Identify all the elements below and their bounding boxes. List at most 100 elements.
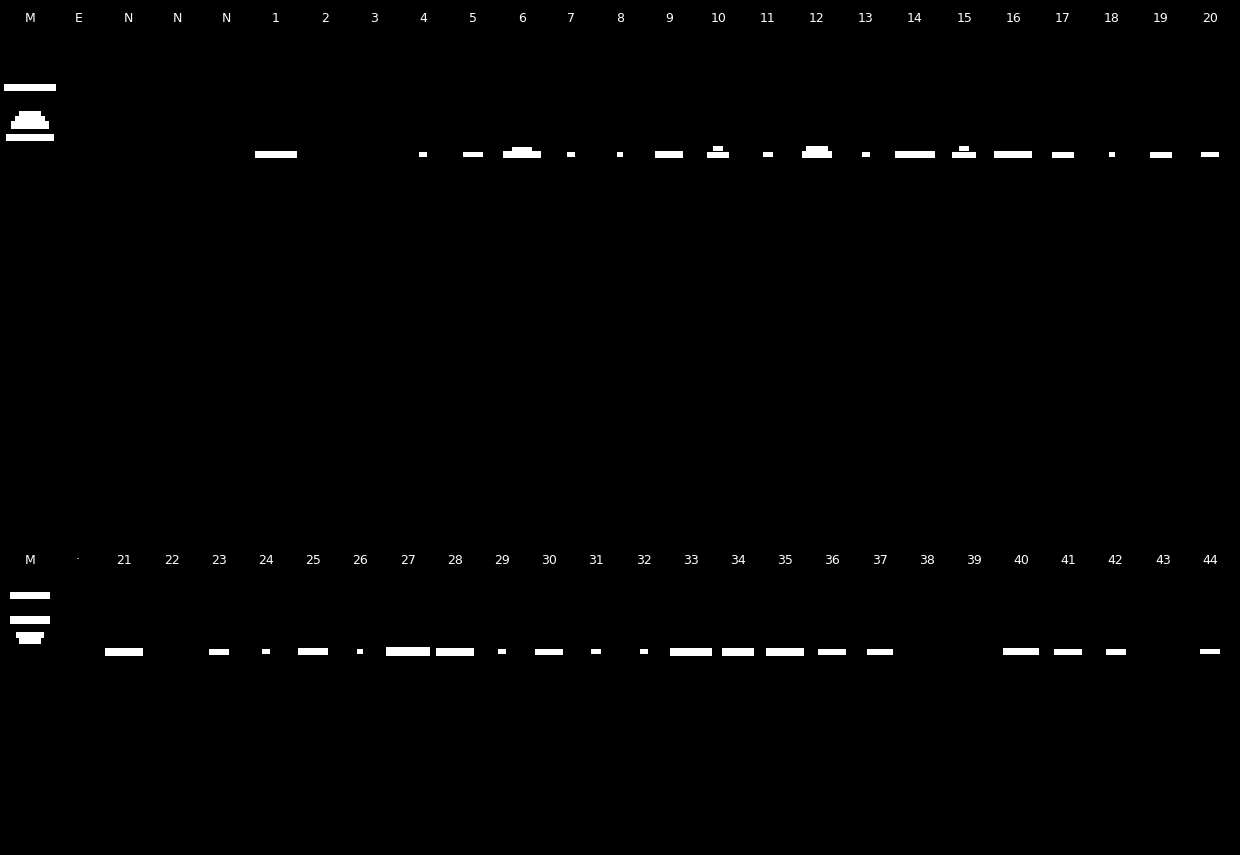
Text: M: M bbox=[25, 553, 36, 567]
Text: 26: 26 bbox=[352, 553, 368, 567]
Text: 44: 44 bbox=[1202, 553, 1218, 567]
Text: 7: 7 bbox=[567, 11, 575, 25]
Text: 27: 27 bbox=[399, 553, 415, 567]
Bar bbox=[1052, 152, 1074, 158]
Bar bbox=[1200, 650, 1220, 654]
Bar bbox=[1109, 152, 1115, 157]
Bar bbox=[763, 152, 773, 157]
Bar bbox=[994, 151, 1033, 158]
Bar bbox=[298, 648, 329, 656]
Text: 14: 14 bbox=[908, 11, 923, 25]
Bar bbox=[19, 638, 41, 644]
Bar bbox=[895, 151, 935, 158]
Bar bbox=[591, 650, 601, 654]
Text: 19: 19 bbox=[1153, 11, 1169, 25]
Text: 31: 31 bbox=[589, 553, 604, 567]
Text: 38: 38 bbox=[919, 553, 935, 567]
Text: 11: 11 bbox=[760, 11, 775, 25]
Text: 4: 4 bbox=[419, 11, 428, 25]
Bar bbox=[1054, 649, 1083, 655]
Text: N: N bbox=[124, 11, 133, 25]
Bar bbox=[1106, 649, 1126, 655]
Text: 10: 10 bbox=[711, 11, 727, 25]
Bar bbox=[862, 152, 869, 157]
Text: 23: 23 bbox=[211, 553, 227, 567]
Bar bbox=[16, 632, 43, 638]
Text: 25: 25 bbox=[305, 553, 321, 567]
Bar bbox=[806, 146, 827, 151]
Bar bbox=[802, 151, 832, 158]
Bar bbox=[618, 152, 622, 157]
Bar bbox=[6, 134, 55, 141]
Bar bbox=[11, 121, 50, 129]
Bar bbox=[262, 650, 270, 654]
Bar bbox=[655, 151, 683, 158]
Bar bbox=[419, 152, 428, 157]
Text: 41: 41 bbox=[1060, 553, 1076, 567]
Text: 16: 16 bbox=[1006, 11, 1022, 25]
Text: 3: 3 bbox=[371, 11, 378, 25]
Text: 35: 35 bbox=[777, 553, 794, 567]
Bar bbox=[722, 648, 754, 656]
Text: 24: 24 bbox=[258, 553, 274, 567]
Text: 33: 33 bbox=[683, 553, 698, 567]
Text: 29: 29 bbox=[494, 553, 510, 567]
Text: 37: 37 bbox=[872, 553, 888, 567]
Text: 36: 36 bbox=[825, 553, 841, 567]
Text: 2: 2 bbox=[321, 11, 329, 25]
Bar bbox=[766, 648, 805, 656]
Bar bbox=[208, 649, 229, 655]
Bar bbox=[105, 648, 144, 656]
Bar bbox=[435, 648, 474, 656]
Bar bbox=[10, 616, 50, 624]
Bar bbox=[15, 116, 45, 121]
Bar bbox=[713, 146, 723, 151]
Text: 1: 1 bbox=[272, 11, 280, 25]
Text: 13: 13 bbox=[858, 11, 874, 25]
Text: 30: 30 bbox=[542, 553, 557, 567]
Bar bbox=[19, 111, 41, 116]
Bar bbox=[536, 649, 563, 655]
Bar bbox=[670, 648, 712, 656]
Text: 42: 42 bbox=[1107, 553, 1123, 567]
Text: 32: 32 bbox=[636, 553, 651, 567]
Bar bbox=[1202, 152, 1219, 157]
Bar bbox=[1003, 648, 1039, 656]
Bar bbox=[512, 148, 532, 152]
Text: 20: 20 bbox=[1202, 11, 1218, 25]
Bar bbox=[960, 146, 970, 151]
Text: 17: 17 bbox=[1054, 11, 1070, 25]
Text: 6: 6 bbox=[518, 11, 526, 25]
Text: 8: 8 bbox=[616, 11, 624, 25]
Bar bbox=[255, 151, 296, 158]
Text: 21: 21 bbox=[117, 553, 133, 567]
Bar bbox=[867, 649, 893, 655]
Bar bbox=[707, 152, 729, 158]
Bar bbox=[10, 593, 50, 599]
Bar bbox=[502, 151, 541, 158]
Bar bbox=[386, 647, 429, 657]
Text: 15: 15 bbox=[956, 11, 972, 25]
Text: 28: 28 bbox=[446, 553, 463, 567]
Bar bbox=[567, 152, 575, 157]
Text: 43: 43 bbox=[1154, 553, 1171, 567]
Bar bbox=[4, 85, 56, 91]
Bar bbox=[463, 152, 482, 157]
Bar bbox=[498, 650, 506, 654]
Bar bbox=[1149, 152, 1172, 158]
Text: ·: · bbox=[76, 553, 79, 567]
Text: N: N bbox=[172, 11, 182, 25]
Bar bbox=[952, 152, 976, 158]
Text: 39: 39 bbox=[966, 553, 982, 567]
Text: 40: 40 bbox=[1013, 553, 1029, 567]
Text: N: N bbox=[222, 11, 232, 25]
Text: 34: 34 bbox=[730, 553, 746, 567]
Text: 9: 9 bbox=[665, 11, 673, 25]
Bar bbox=[640, 650, 647, 654]
Text: 12: 12 bbox=[808, 11, 825, 25]
Text: M: M bbox=[25, 11, 36, 25]
Bar bbox=[357, 650, 363, 654]
Text: 5: 5 bbox=[469, 11, 476, 25]
Bar bbox=[818, 649, 847, 655]
Text: 22: 22 bbox=[164, 553, 180, 567]
